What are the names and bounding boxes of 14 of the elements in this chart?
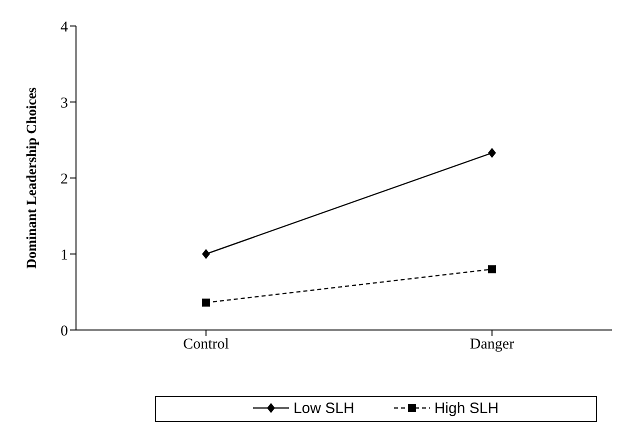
point [202, 249, 210, 259]
y-tick-label: 1 [60, 247, 68, 264]
point [202, 298, 210, 307]
y-tick-label: 2 [60, 171, 68, 188]
y-tick-label: 0 [60, 323, 68, 340]
y-tick-label: 4 [60, 19, 68, 36]
legend-label: Low SLH [293, 400, 354, 416]
point [488, 148, 496, 158]
legend-label: High SLH [434, 400, 499, 416]
y-tick-label: 3 [60, 95, 68, 112]
x-tick-label: Control [183, 336, 229, 353]
x-tick-label: Danger [470, 336, 514, 353]
y-axis-title: Dominant Leadership Choices [24, 86, 40, 269]
point [488, 265, 496, 274]
